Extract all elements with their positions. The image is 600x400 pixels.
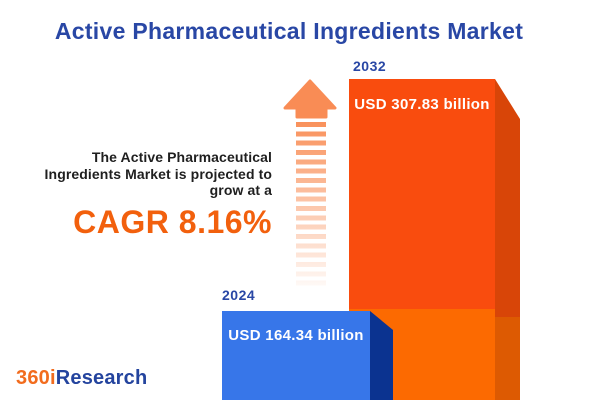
bar-2032-value-label: USD 307.83 billion xyxy=(354,96,490,113)
projection-text: The Active Pharmaceutical Ingredients Ma… xyxy=(45,149,272,241)
bar-2024-value-label: USD 164.34 billion xyxy=(228,327,364,344)
bar-2024-side-face xyxy=(370,311,393,400)
logo-suffix: Research xyxy=(55,367,148,389)
bar-2024 xyxy=(222,311,370,400)
logo-prefix: 360i xyxy=(16,367,56,389)
bar-2032-year-label: 2032 xyxy=(353,58,387,74)
projection-line-3: grow at a xyxy=(209,182,272,198)
projection-line-2: Ingredients Market is projected to xyxy=(44,165,272,182)
cagr-value: CAGR 8.16% xyxy=(73,203,272,240)
growth-arrow-head xyxy=(283,79,337,119)
bar-2024-year-label: 2024 xyxy=(222,287,256,303)
growth-arrow-icon xyxy=(283,79,337,291)
growth-arrow-tail xyxy=(296,122,326,290)
brand-logo[interactable]: 360iResearch xyxy=(16,367,147,390)
projection-line-1: The Active Pharmaceutical xyxy=(91,149,272,165)
page-title: Active Pharmaceutical Ingredients Market xyxy=(54,18,524,44)
bar-2032-side-face xyxy=(495,79,520,400)
